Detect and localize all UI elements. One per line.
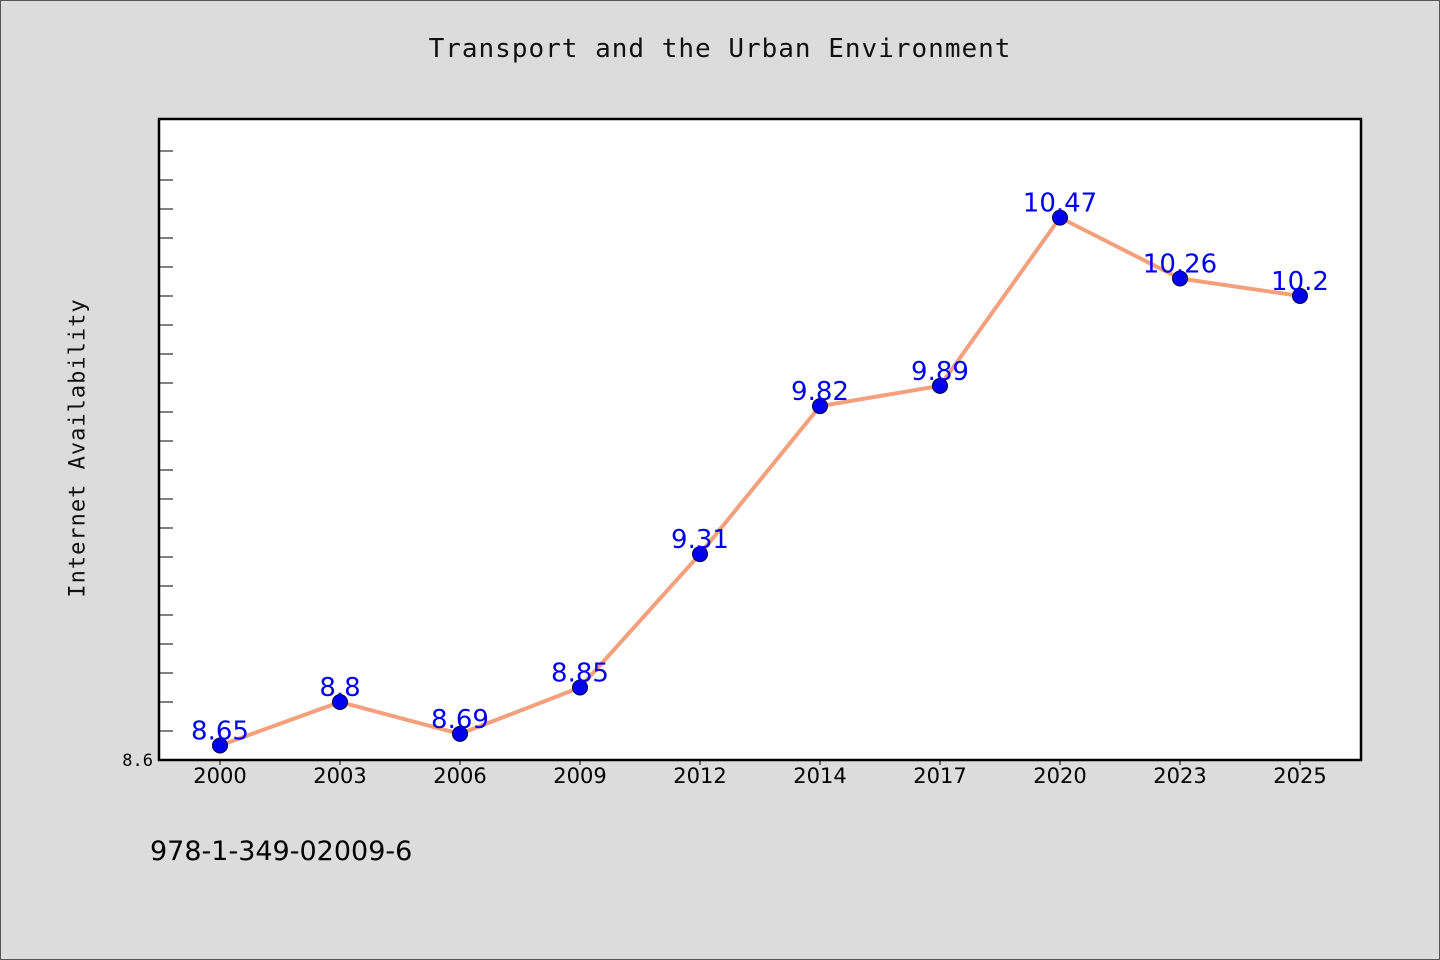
data-point — [572, 679, 588, 696]
isbn-text: 978-1-349-02009-6 — [150, 836, 413, 867]
x-tick-label: 2009 — [553, 764, 606, 788]
x-tick-label: 2014 — [793, 764, 846, 788]
data-point — [1052, 209, 1068, 226]
data-point — [932, 377, 948, 394]
data-point — [692, 546, 708, 563]
data-label: 8.69 — [431, 705, 489, 735]
data-label: 9.89 — [911, 357, 969, 387]
x-tick-label: 2003 — [313, 764, 366, 788]
y-tick-label: 8.6 — [122, 751, 153, 771]
x-tick-label: 2025 — [1273, 764, 1326, 788]
data-label: 10.26 — [1143, 250, 1217, 280]
data-label: 10.2 — [1271, 267, 1329, 297]
series-group — [212, 209, 1308, 754]
data-point — [1172, 270, 1188, 287]
data-label: 9.31 — [671, 525, 729, 555]
plot-area — [157, 117, 1363, 762]
x-axis-ticks: 2000 2003 2006 2009 2012 2014 2017 2020 2023 2025 — [193, 760, 1327, 788]
data-label: 8.8 — [319, 673, 360, 703]
data-point — [812, 398, 828, 415]
chart-title: Transport and the Urban Environment — [428, 34, 1012, 64]
x-tick-label: 2000 — [193, 764, 246, 788]
y-axis-ticks: 8.6 — [122, 150, 173, 771]
series-line — [219, 215, 1301, 748]
data-point — [332, 693, 348, 710]
x-tick-label: 2023 — [1153, 764, 1206, 788]
x-tick-label: 2012 — [673, 764, 726, 788]
data-point — [212, 737, 228, 754]
data-label: 8.65 — [191, 716, 249, 746]
data-label: 8.85 — [551, 658, 609, 688]
x-tick-label: 2006 — [433, 764, 486, 788]
data-labels-group: 8.65 8.8 8.69 8.85 9.31 9.82 9.89 10.47 10.26 10.… — [191, 189, 1329, 747]
data-point — [452, 725, 468, 742]
x-tick-label: 2020 — [1033, 764, 1086, 788]
data-label: 9.82 — [791, 377, 849, 407]
data-point — [1292, 287, 1308, 304]
data-label: 10.47 — [1023, 189, 1097, 219]
x-tick-label: 2017 — [913, 764, 966, 788]
